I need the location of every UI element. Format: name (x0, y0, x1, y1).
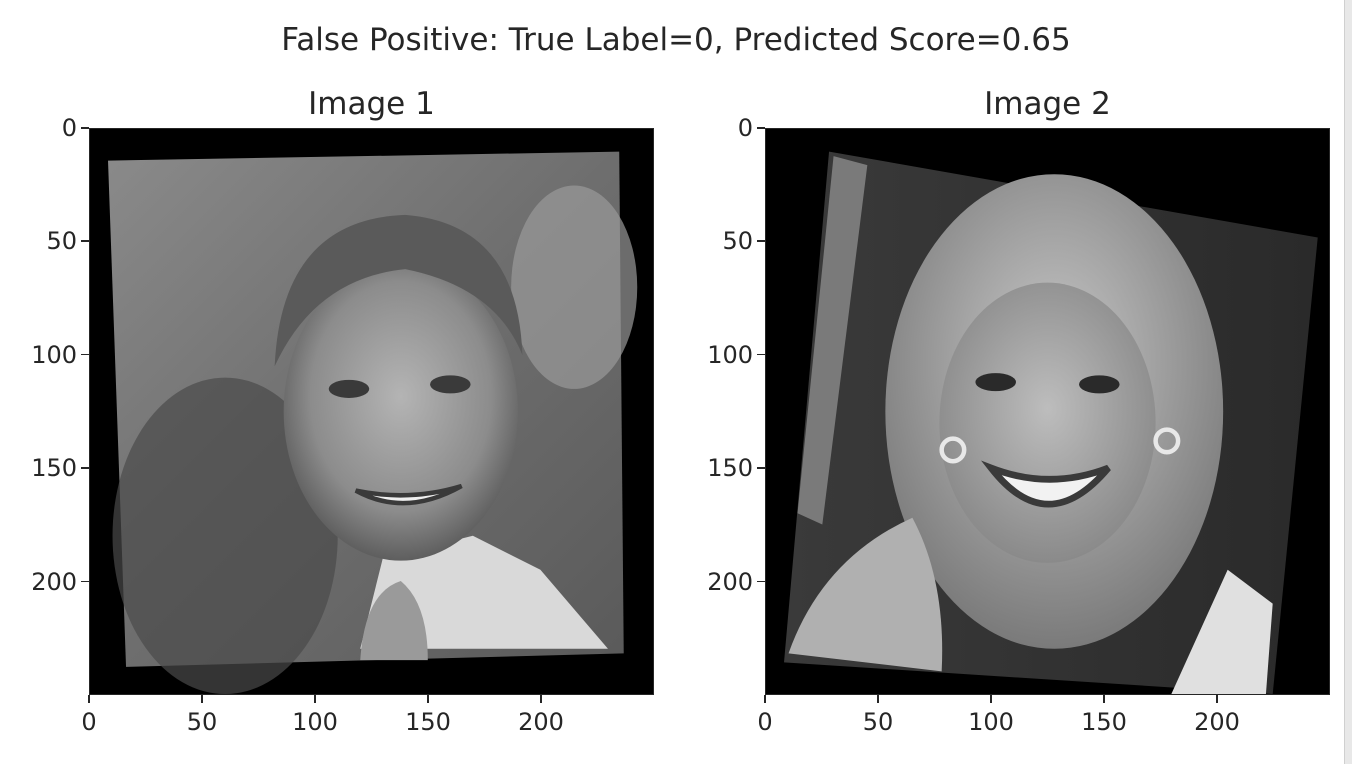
x-tick-label: 50 (862, 708, 894, 736)
y-tick-label: 100 (707, 340, 753, 369)
y-tick-label: 150 (707, 454, 753, 483)
y-tick-label: 150 (31, 454, 77, 483)
figure-suptitle: False Positive: True Label=0, Predicted … (281, 22, 1071, 58)
x-tick-label: 150 (405, 708, 451, 736)
x-tick-label: 100 (292, 708, 338, 736)
x-tick-mark (877, 695, 879, 703)
image-1-axes (89, 128, 654, 695)
x-tick-label: 50 (186, 708, 218, 736)
y-tick-mark (81, 127, 89, 129)
panel-1-title: Image 1 (308, 86, 435, 122)
y-tick-mark (81, 240, 89, 242)
y-tick-label: 0 (61, 114, 77, 142)
x-tick-mark (427, 695, 429, 703)
x-tick-mark (540, 695, 542, 703)
scrollbar-edge[interactable] (1344, 0, 1352, 764)
y-tick-mark (81, 353, 89, 356)
x-tick-label: 200 (518, 708, 564, 736)
x-tick-label: 150 (1081, 708, 1127, 736)
y-tick-mark (757, 467, 765, 469)
x-tick-mark (1216, 695, 1218, 703)
y-tick-mark (757, 580, 765, 583)
x-tick-mark (88, 695, 90, 703)
y-tick-label: 0 (737, 114, 753, 142)
image-2-axes (765, 128, 1330, 695)
x-tick-label: 100 (968, 708, 1014, 736)
y-tick-label: 50 (46, 227, 77, 256)
image-2-photo (766, 129, 1329, 694)
y-tick-mark (757, 127, 765, 129)
x-tick-label: 0 (757, 708, 773, 736)
x-tick-mark (1103, 695, 1105, 703)
y-tick-mark (757, 353, 765, 356)
y-tick-mark (81, 580, 89, 583)
y-tick-label: 200 (707, 567, 753, 596)
panel-2-title: Image 2 (984, 86, 1111, 122)
x-tick-label: 0 (81, 708, 97, 736)
y-tick-mark (757, 240, 765, 242)
x-tick-mark (764, 695, 766, 703)
y-tick-label: 200 (31, 567, 77, 596)
y-tick-label: 100 (31, 340, 77, 369)
image-1-photo (90, 129, 653, 694)
y-tick-mark (81, 467, 89, 469)
y-tick-label: 50 (722, 227, 753, 256)
x-tick-label: 200 (1194, 708, 1240, 736)
x-tick-mark (314, 695, 316, 703)
x-tick-mark (990, 695, 992, 703)
x-tick-mark (201, 695, 203, 703)
